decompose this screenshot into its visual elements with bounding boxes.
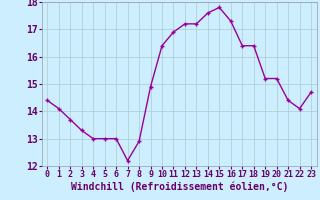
X-axis label: Windchill (Refroidissement éolien,°C): Windchill (Refroidissement éolien,°C) — [70, 182, 288, 192]
